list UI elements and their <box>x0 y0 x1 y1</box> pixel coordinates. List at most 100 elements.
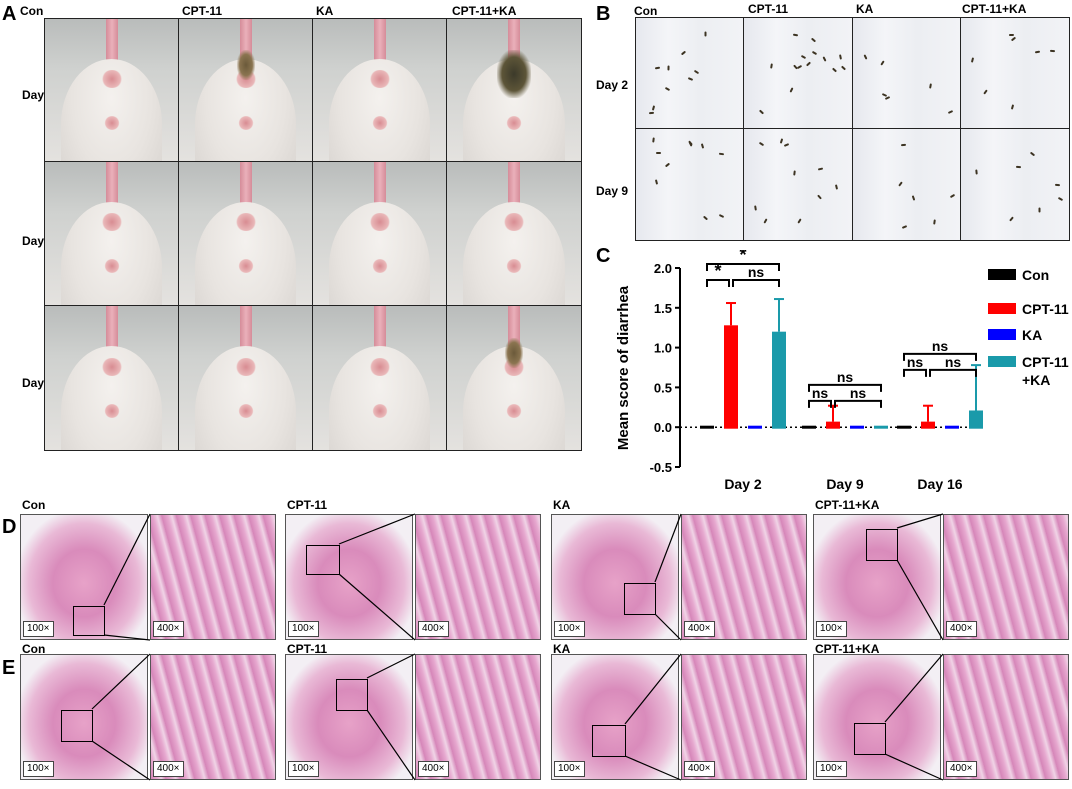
mouse-photo <box>312 18 447 162</box>
bar-cpt-11 <box>772 331 786 428</box>
histology-400x-image: 400× <box>415 654 541 780</box>
fecal-pellet <box>1057 196 1064 201</box>
mouse-photo <box>44 18 179 162</box>
panel-label-c: C <box>596 245 611 267</box>
feces-photo <box>852 17 961 129</box>
significance-bracket <box>808 383 882 392</box>
fecal-pellet <box>822 56 827 63</box>
fecal-pellet <box>1008 34 1014 37</box>
histology-group-label: CPT-11+KA <box>815 498 880 512</box>
legend-label: +KA <box>1022 372 1050 388</box>
fecal-pellet <box>831 67 837 73</box>
magnification-label: 100× <box>554 761 585 777</box>
histology-group-label: CPT-11+KA <box>815 642 880 656</box>
fecal-pellet <box>667 65 670 71</box>
histology-100x-image: 100× <box>551 514 679 640</box>
magnification-label: 400× <box>684 761 715 777</box>
magnification-label: 100× <box>816 621 847 637</box>
significance-label: ns <box>850 385 867 401</box>
feces-photo <box>960 17 1070 129</box>
fecal-pellet <box>933 219 936 225</box>
legend-label: Con <box>1022 267 1049 283</box>
feces-photo <box>743 128 853 241</box>
zoom-region-box <box>306 545 340 575</box>
histology-100x-image: 100× <box>551 654 679 780</box>
fecal-pellet <box>1038 207 1041 213</box>
panel-a-header-cpt11: CPT-11 <box>182 4 223 18</box>
histology-group-label: CPT-11 <box>287 498 328 512</box>
diarrhea-score-chart: Mean score of diarrhea -0.5 0.0 0.5 1.0 1.5 2… <box>615 250 1069 492</box>
mouse-photo <box>446 18 582 162</box>
fecal-pellet <box>654 179 658 185</box>
significance-bracket <box>706 262 780 271</box>
legend-label: CPT-11 <box>1022 301 1069 317</box>
fecal-pellet <box>763 218 768 224</box>
fecal-pellet <box>902 225 908 229</box>
x-tick-label: Day 2 <box>724 476 762 492</box>
histology-400x-image: 400× <box>681 654 807 780</box>
fecal-pellet <box>1035 50 1041 53</box>
panel-b-header-con: Con <box>634 4 658 18</box>
panel-label-b: B <box>596 3 611 25</box>
zoom-region-box <box>624 583 656 615</box>
fecal-pellet <box>970 57 974 63</box>
legend-label: KA <box>1022 327 1042 343</box>
histology-group-label: CPT-11 <box>287 642 328 656</box>
mouse-photo <box>44 161 179 306</box>
significance-bracket <box>706 278 730 287</box>
panel-a-header-ka: KA <box>316 4 334 18</box>
y-axis-label: Mean score of diarrhea <box>615 285 632 450</box>
legend-label: CPT-11 <box>1022 354 1069 370</box>
fecal-pellet <box>1029 151 1036 156</box>
significance-label: ns <box>932 338 949 354</box>
x-tick-label: Day 16 <box>917 476 962 492</box>
significance-bracket <box>929 368 977 377</box>
magnification-label: 400× <box>418 761 449 777</box>
histology-group-label: KA <box>553 642 571 656</box>
panel-b-row-day2: Day 2 <box>596 78 629 92</box>
significance-label: * <box>739 250 746 265</box>
histology-100x-image: 100× <box>813 654 941 780</box>
histology-400x-image: 400× <box>150 654 276 780</box>
mouse-photo <box>44 305 179 451</box>
magnification-label: 100× <box>23 761 54 777</box>
fecal-pellet <box>718 152 724 155</box>
mouse-photo <box>178 305 313 451</box>
bar-cpt-11 <box>724 325 738 428</box>
y-tick-label: 0.0 <box>654 420 672 435</box>
histology-400x-image: 400× <box>943 514 1069 640</box>
histology-100x-image: 100× <box>813 514 941 640</box>
mouse-photo <box>312 305 447 451</box>
panel-a-header-con: Con <box>20 4 44 18</box>
zoom-region-box <box>592 725 626 757</box>
histology-100x-image: 100× <box>285 654 413 780</box>
fecal-pellet <box>900 143 906 147</box>
fecal-pellet <box>949 194 956 199</box>
histology-100x-image: 100× <box>20 514 148 640</box>
magnification-label: 400× <box>153 621 184 637</box>
fecal-pellet <box>880 60 886 66</box>
magnification-label: 400× <box>684 621 715 637</box>
fecal-pellet <box>654 66 660 70</box>
fecal-pellet <box>1009 216 1014 222</box>
fecal-pellet <box>1010 104 1015 110</box>
significance-bracket <box>808 399 832 408</box>
histology-400x-image: 400× <box>150 514 276 640</box>
fecal-pellet <box>792 170 796 176</box>
fecal-pellet <box>929 83 933 89</box>
fecal-pellet <box>688 141 693 147</box>
fecal-pellet <box>680 50 687 56</box>
bar-cpt-11 <box>921 421 935 428</box>
zoom-region-box <box>61 710 93 742</box>
x-tick-label: Day 9 <box>826 476 864 492</box>
fecal-pellet <box>792 64 798 70</box>
fecal-pellet <box>816 194 822 200</box>
fecal-pellet <box>770 62 773 69</box>
legend-swatch <box>988 303 1016 314</box>
panel-a-header-cpt11ka: CPT-11+KA <box>452 4 517 18</box>
panel-b-row-day9: Day 9 <box>596 184 629 198</box>
fecal-pellet <box>687 76 694 81</box>
significance-label: ns <box>812 385 829 401</box>
fecal-pellet <box>840 65 846 71</box>
significance-label: * <box>714 261 721 281</box>
